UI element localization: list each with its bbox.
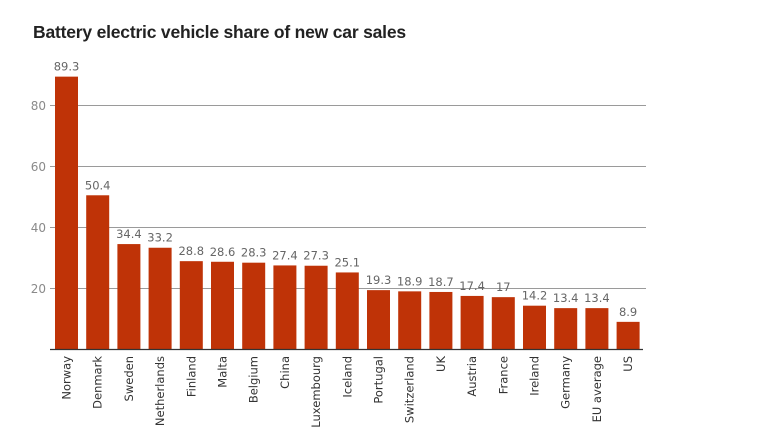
- data-label: 28.3: [241, 246, 267, 260]
- bar: [554, 308, 578, 349]
- bar: [367, 290, 390, 349]
- x-tick-label: EU average: [590, 356, 604, 422]
- x-tick-label: US: [621, 356, 635, 372]
- bar: [304, 265, 328, 349]
- y-tick-label: 60: [31, 160, 46, 174]
- bar: [179, 261, 203, 349]
- y-axis-ticks: 20 40 60 80: [31, 99, 46, 296]
- y-tick-label: 80: [31, 99, 46, 113]
- bar: [398, 291, 422, 349]
- bar: [86, 195, 110, 349]
- data-label: 50.4: [85, 178, 111, 192]
- data-label: 27.3: [303, 249, 329, 263]
- x-tick-label: Portugal: [372, 356, 386, 404]
- bar: [491, 297, 515, 349]
- bar: [616, 321, 640, 349]
- x-tick-label: UK: [434, 356, 448, 372]
- data-label: 33.2: [147, 231, 173, 245]
- data-label: 17: [496, 280, 511, 294]
- bar: [55, 76, 78, 349]
- bar: [460, 295, 484, 349]
- data-label: 18.9: [397, 274, 423, 288]
- x-tick-label: Austria: [465, 356, 479, 397]
- x-tick-label: Finland: [184, 356, 198, 397]
- bar: [273, 265, 297, 349]
- x-tick-label: Ireland: [528, 356, 542, 396]
- data-label: 19.3: [366, 273, 392, 287]
- bar: [242, 262, 266, 349]
- data-label: 28.6: [210, 245, 236, 259]
- x-tick-label: Germany: [559, 356, 573, 409]
- x-tick-label: China: [278, 356, 292, 389]
- x-tick-label: Switzerland: [403, 356, 417, 423]
- x-tick-label: Malta: [216, 356, 230, 388]
- data-label: 28.8: [178, 244, 204, 258]
- data-label: 13.4: [584, 291, 610, 305]
- data-label: 18.7: [428, 275, 454, 289]
- bar: [148, 247, 172, 349]
- x-tick-label: Netherlands: [153, 356, 167, 426]
- data-label: 34.4: [116, 227, 142, 241]
- bar: [585, 308, 609, 349]
- data-label: 25.1: [334, 255, 360, 269]
- data-label: 13.4: [553, 291, 579, 305]
- x-tick-label: Iceland: [340, 356, 354, 398]
- data-label: 8.9: [619, 305, 637, 319]
- bar: [211, 261, 234, 349]
- x-axis-labels: Norway Denmark Sweden Netherlands Finland Mal…: [60, 356, 636, 428]
- x-tick-label: Belgium: [247, 356, 261, 403]
- data-labels: 89.3 50.4 34.4 33.2 28.8 28.6 28.3 27.4 27.3 25.1…: [54, 60, 638, 319]
- bar: [429, 291, 453, 349]
- data-label: 89.3: [54, 60, 80, 74]
- x-tick-label: Luxembourg: [309, 356, 323, 428]
- bar: [117, 244, 141, 349]
- bar: [523, 305, 546, 349]
- chart-title: Battery electric vehicle share of new ca…: [33, 22, 406, 42]
- data-label: 17.4: [459, 279, 485, 293]
- x-tick-label: Norway: [60, 356, 74, 400]
- x-tick-label: Sweden: [122, 356, 136, 401]
- bar: [335, 272, 359, 349]
- gridlines: [50, 105, 646, 289]
- bars: [55, 76, 640, 349]
- y-tick-label: 40: [31, 221, 46, 235]
- x-tick-label: France: [496, 356, 510, 394]
- data-label: 27.4: [272, 248, 298, 262]
- x-tick-label: Denmark: [91, 356, 105, 409]
- y-tick-label: 20: [31, 282, 46, 296]
- data-label: 14.2: [522, 289, 548, 303]
